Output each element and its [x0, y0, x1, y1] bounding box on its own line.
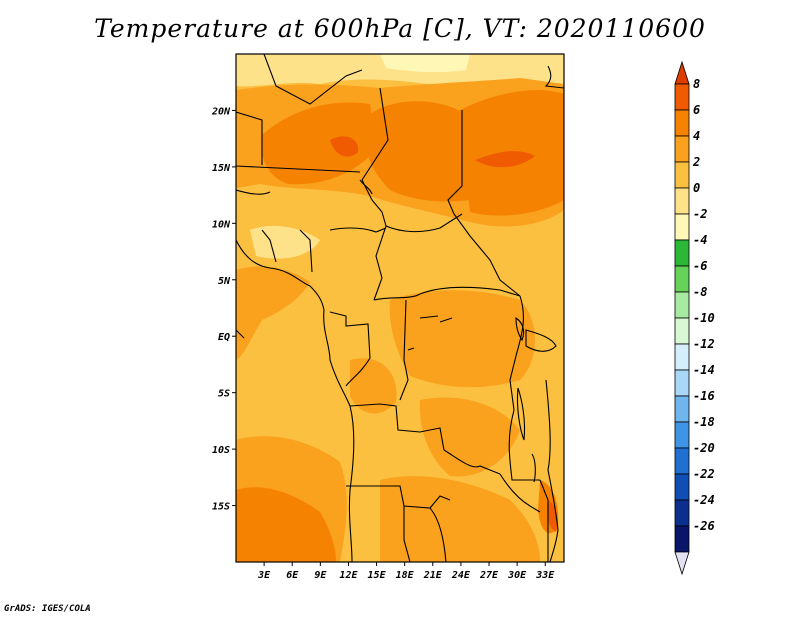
colorbar-swatch — [674, 473, 690, 501]
colorbar-label: -14 — [693, 363, 715, 377]
colorbar-swatch — [674, 499, 690, 527]
colorbar-label: -20 — [693, 441, 715, 455]
colorbar-swatch — [674, 213, 690, 241]
colorbar-swatch — [674, 395, 690, 423]
longitude-axis: 3E 6E 9E 12E 15E 18E 21E 24E 27E 30E 33E — [257, 562, 555, 581]
colorbar-bottom-arrow — [674, 551, 690, 576]
lat-tick-label: 15S — [212, 502, 230, 513]
colorbar-swatch — [674, 343, 690, 371]
lon-tick-label: 12E — [339, 570, 358, 581]
colorbar-swatch — [674, 135, 690, 163]
colorbar-swatch — [674, 161, 690, 189]
colorbar-swatch — [674, 239, 690, 267]
lon-tick-label: 9E — [314, 570, 327, 581]
colorbar-swatch — [674, 187, 690, 215]
lon-tick-label: 6E — [286, 570, 299, 581]
map-title: Temperature at 600hPa [C], VT: 202011060… — [94, 14, 706, 43]
lon-tick-label: 30E — [507, 570, 527, 581]
lat-tick-label: EQ — [218, 332, 230, 343]
lat-tick-label: 10N — [212, 219, 231, 230]
colorbar-swatch — [674, 265, 690, 293]
colorbar-swatch — [674, 421, 690, 449]
colorbar-label: -10 — [693, 311, 715, 325]
colorbar-label: 0 — [693, 181, 700, 195]
colorbar-swatch — [674, 291, 690, 319]
temperature-field — [236, 54, 564, 562]
lat-tick-label: 5S — [218, 389, 230, 400]
colorbar-swatch — [674, 83, 690, 111]
grads-credit: GrADS: IGES/COLA — [4, 604, 91, 614]
colorbar-label: -26 — [693, 519, 715, 533]
colorbar-label: -24 — [693, 493, 715, 507]
lat-tick-label: 15N — [212, 163, 231, 174]
colorbar-label: -2 — [693, 207, 707, 221]
colorbar-label: 6 — [693, 103, 700, 117]
map-frame — [235, 53, 565, 563]
colorbar-label: -16 — [693, 389, 715, 403]
lon-tick-label: 21E — [423, 570, 443, 581]
colorbar-label: -12 — [693, 337, 715, 351]
lon-tick-label: 15E — [368, 570, 387, 581]
colorbar-label: -6 — [693, 259, 707, 273]
lon-tick-label: 24E — [451, 570, 471, 581]
lon-tick-label: 3E — [257, 570, 271, 581]
lat-tick-label: 5N — [218, 276, 231, 287]
colorbar-top-arrow — [674, 60, 690, 85]
colorbar-label: -8 — [693, 285, 707, 299]
lon-tick-label: 18E — [396, 570, 415, 581]
colorbar-swatch — [674, 369, 690, 397]
colorbar-label: 4 — [693, 129, 700, 143]
lat-tick-label: 10S — [212, 445, 230, 456]
latitude-axis: 20N 15N 10N 5N EQ 5S 10S 15S — [211, 106, 236, 513]
country-borders — [236, 54, 564, 562]
colorbar-swatch — [674, 525, 690, 553]
colorbar-label: -4 — [693, 233, 707, 247]
colorbar-swatch — [674, 109, 690, 137]
colorbar-label: -18 — [693, 415, 715, 429]
colorbar-swatch — [674, 317, 690, 345]
lon-tick-label: 27E — [479, 570, 499, 581]
colorbar: 8 6 4 2 0 -2 -4 -6 -8 -10 -12 -14 -16 -18 -20 -22 -24 -26 — [674, 60, 715, 576]
lon-tick-label: 33E — [535, 570, 555, 581]
colorbar-label: 8 — [693, 77, 700, 91]
lat-tick-label: 20N — [211, 106, 231, 117]
colorbar-label: 2 — [692, 155, 700, 169]
colorbar-label: -22 — [693, 467, 715, 481]
colorbar-swatch — [674, 447, 690, 475]
